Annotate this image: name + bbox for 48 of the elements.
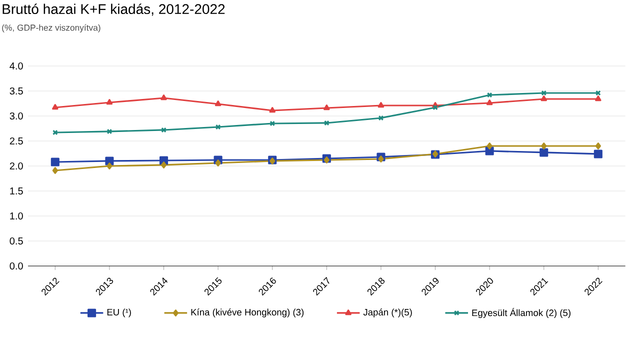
legend-label: Egyesült Államok (2) (5) xyxy=(472,308,570,318)
y-tick-label: 3.0 xyxy=(10,112,23,120)
point xyxy=(378,115,384,121)
legend-label: EU (¹) xyxy=(107,308,131,318)
point xyxy=(540,148,548,157)
y-tick-label: 4.0 xyxy=(10,62,23,70)
y-tick-label: 0.0 xyxy=(10,262,23,270)
y-tick-label: 1.0 xyxy=(10,212,23,220)
point xyxy=(106,162,112,170)
point xyxy=(106,99,113,105)
point xyxy=(594,150,602,158)
legend-label: Kína (kivéve Hongkong) (3) xyxy=(191,308,304,318)
y-tick-label: 2.5 xyxy=(10,137,23,145)
point xyxy=(324,120,330,126)
y-tick-label: 2.0 xyxy=(10,162,23,170)
point xyxy=(52,167,58,174)
chart-title: Bruttó hazai K+F kiadás, 2012-2022 xyxy=(2,4,225,16)
point xyxy=(161,127,166,133)
point xyxy=(432,104,438,110)
point xyxy=(270,120,276,126)
point xyxy=(378,156,384,162)
legend-label: Japán (*)(5) xyxy=(363,308,412,318)
y-tick-label: 3.5 xyxy=(10,87,23,95)
point xyxy=(214,100,222,106)
point xyxy=(595,142,601,150)
point xyxy=(215,124,221,130)
point xyxy=(324,156,330,164)
point xyxy=(595,96,602,102)
point xyxy=(106,128,112,134)
point xyxy=(50,158,60,166)
point xyxy=(485,146,494,156)
point xyxy=(541,90,547,96)
point xyxy=(541,142,547,150)
point xyxy=(160,94,167,100)
point xyxy=(486,142,492,150)
chart-subtitle: (%, GDP-hez viszonyítva) xyxy=(2,24,100,32)
point xyxy=(486,92,492,98)
y-tick-label: 1.5 xyxy=(10,188,23,194)
point xyxy=(105,156,114,166)
point xyxy=(540,96,547,102)
point xyxy=(52,104,58,110)
point xyxy=(378,102,384,108)
point xyxy=(324,104,330,110)
point xyxy=(269,107,276,113)
point xyxy=(215,160,221,166)
point xyxy=(486,100,493,106)
point xyxy=(160,162,167,168)
y-tick-label: 0.5 xyxy=(10,237,23,245)
